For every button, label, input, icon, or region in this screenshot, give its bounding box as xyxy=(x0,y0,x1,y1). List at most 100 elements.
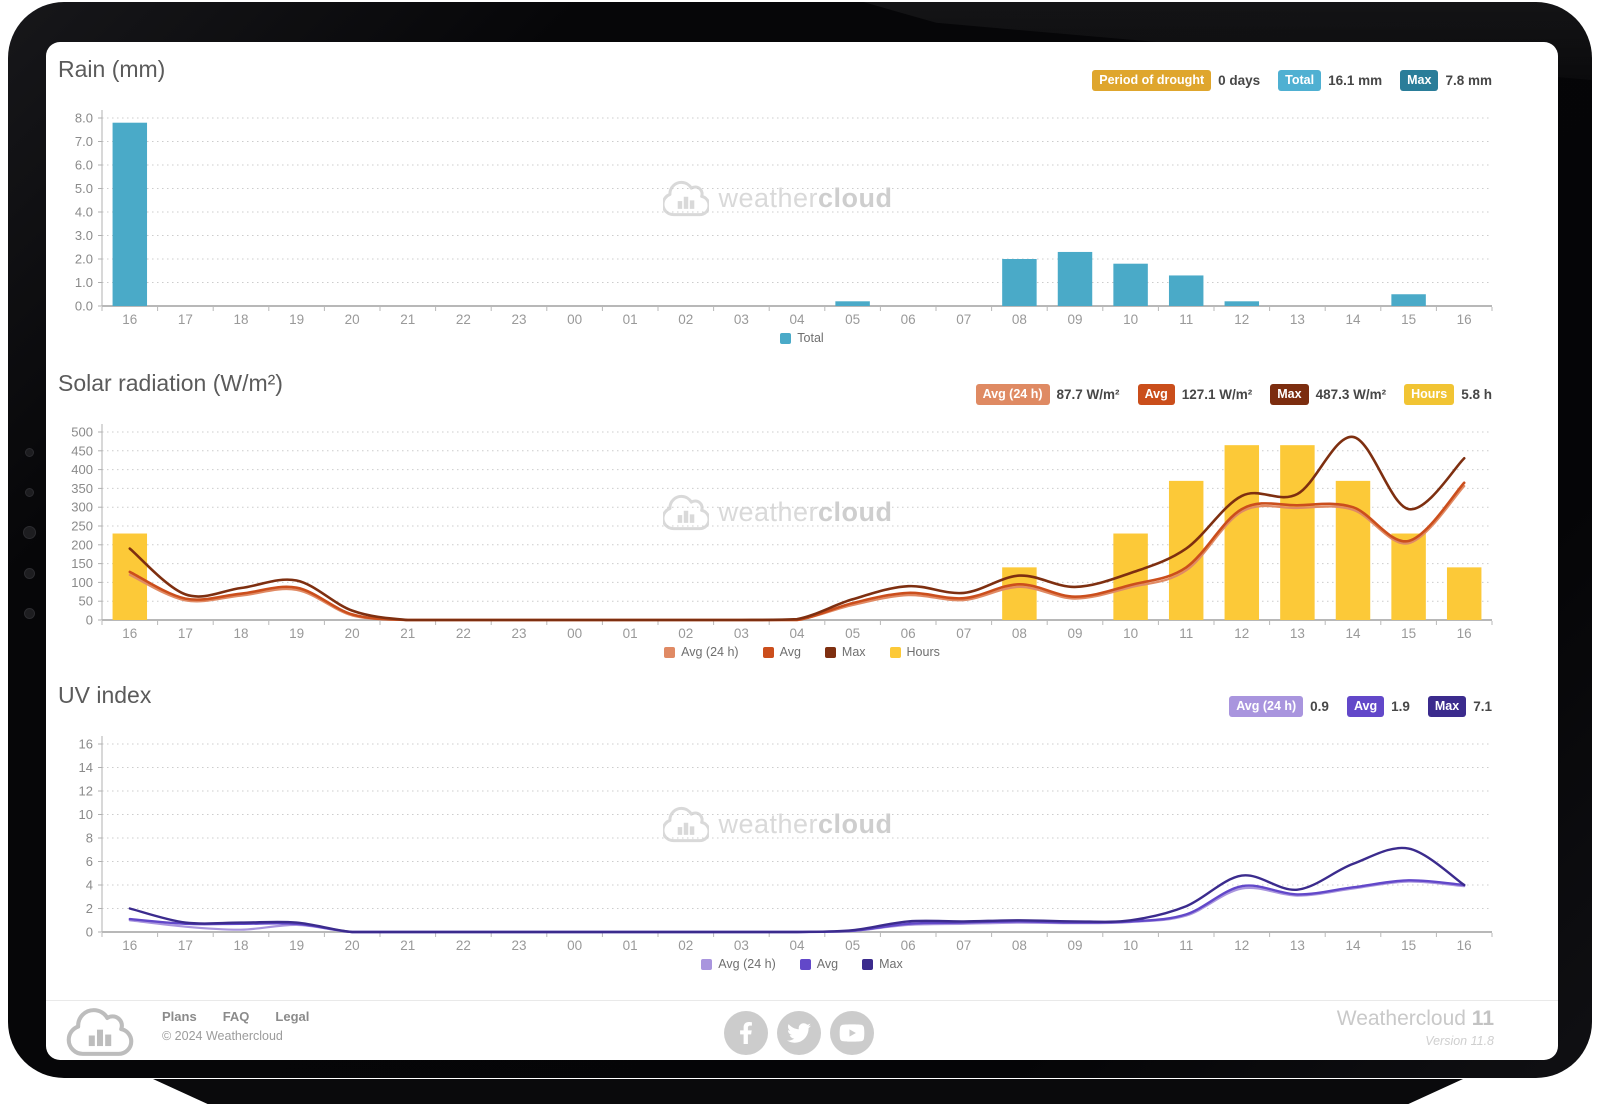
bar-Hours-14[interactable] xyxy=(1335,480,1371,620)
svg-text:16: 16 xyxy=(122,938,137,953)
svg-text:22: 22 xyxy=(456,312,471,327)
footer-link-legal[interactable]: Legal xyxy=(275,1009,310,1024)
svg-text:00: 00 xyxy=(567,938,582,953)
legend-item-hours[interactable]: Hours xyxy=(889,645,940,659)
footer-link-faq[interactable]: FAQ xyxy=(222,1009,250,1024)
rain-chart-canvas[interactable]: 0.0 1.0 2.0 3.0 4.0 5.0 6.0 7.0 8.0 16 17 18 19 20 21 2… xyxy=(50,108,1510,358)
svg-text:05: 05 xyxy=(845,312,860,327)
legend-item-avg[interactable]: Avg xyxy=(799,957,839,971)
svg-text:450: 450 xyxy=(71,443,93,458)
svg-text:4: 4 xyxy=(86,878,93,893)
bar-Total-09[interactable] xyxy=(1057,251,1093,306)
svg-text:10: 10 xyxy=(1123,312,1138,327)
legend-item-avg[interactable]: Avg xyxy=(762,645,801,659)
side-sensor-dot xyxy=(24,568,35,579)
legend-item-avg-24-h-[interactable]: Avg (24 h) xyxy=(701,957,776,971)
rain-stat-0: Period of drought 0 days xyxy=(1092,70,1260,91)
rain-stat-label-0: Period of drought xyxy=(1092,70,1212,91)
svg-text:2: 2 xyxy=(86,901,93,916)
legend-swatch xyxy=(664,646,676,658)
footer: Plans FAQ Legal © 2024 Weathercloud Weathe… xyxy=(46,1000,1558,1060)
weathercloud-logo[interactable] xyxy=(60,1007,140,1057)
svg-text:2.0: 2.0 xyxy=(75,252,93,267)
svg-text:03: 03 xyxy=(734,312,749,327)
uv-stat-label-2: Max xyxy=(1427,696,1467,717)
bar-Total-16[interactable] xyxy=(112,122,148,306)
svg-text:1.0: 1.0 xyxy=(75,275,93,290)
svg-text:06: 06 xyxy=(901,938,916,953)
svg-text:11: 11 xyxy=(1179,312,1193,327)
svg-text:08: 08 xyxy=(1012,626,1027,641)
facebook-icon[interactable] xyxy=(724,1011,768,1055)
line-Avg (24 h)[interactable] xyxy=(128,880,1466,934)
line-Avg[interactable] xyxy=(128,879,1466,934)
bar-Hours-13[interactable] xyxy=(1280,445,1315,620)
bar-Total-12[interactable] xyxy=(1224,301,1260,306)
svg-text:14: 14 xyxy=(1345,312,1361,327)
tablet-stand xyxy=(153,1079,1463,1104)
svg-text:150: 150 xyxy=(71,556,93,571)
legend-label: Total xyxy=(797,331,824,345)
bar-Total-15[interactable] xyxy=(1391,294,1426,306)
footer-copyright: © 2024 Weathercloud xyxy=(162,1029,283,1043)
legend-swatch xyxy=(799,958,811,970)
svg-text:18: 18 xyxy=(233,938,248,953)
svg-text:18: 18 xyxy=(233,312,248,327)
svg-text:0: 0 xyxy=(86,613,93,628)
svg-text:01: 01 xyxy=(623,938,638,953)
footer-link-plans[interactable]: Plans xyxy=(162,1009,197,1024)
svg-text:200: 200 xyxy=(71,537,93,552)
svg-text:23: 23 xyxy=(511,312,526,327)
svg-text:04: 04 xyxy=(789,312,805,327)
svg-text:350: 350 xyxy=(71,481,93,496)
svg-text:100: 100 xyxy=(71,575,93,590)
bar-Total-05[interactable] xyxy=(835,301,870,306)
solar-stat-label-0: Avg (24 h) xyxy=(975,384,1050,405)
uv-stat-value-2: 7.1 xyxy=(1473,699,1492,714)
side-sensor-dot xyxy=(24,608,35,619)
youtube-icon[interactable] xyxy=(830,1011,874,1055)
bar-Total-08[interactable] xyxy=(1002,259,1037,306)
side-sensor-dot xyxy=(25,488,34,497)
legend-label: Avg xyxy=(779,645,801,659)
svg-text:0: 0 xyxy=(86,925,93,940)
bar-Hours-16[interactable] xyxy=(1446,567,1482,620)
bar-Hours-11[interactable] xyxy=(1168,480,1204,620)
legend-item-max[interactable]: Max xyxy=(862,957,903,971)
bar-Total-11[interactable] xyxy=(1168,275,1204,306)
svg-text:02: 02 xyxy=(678,938,693,953)
twitter-icon[interactable] xyxy=(777,1011,821,1055)
bar-Total-10[interactable] xyxy=(1113,263,1148,306)
line-Avg (24 h)[interactable] xyxy=(128,485,1466,622)
legend-item-avg-24-h-[interactable]: Avg (24 h) xyxy=(664,645,739,659)
bar-Hours-16[interactable] xyxy=(112,533,148,620)
legend-label: Avg xyxy=(816,957,839,971)
svg-text:6: 6 xyxy=(86,854,93,869)
rain-stat-label-2: Max xyxy=(1400,70,1439,91)
legend-item-max[interactable]: Max xyxy=(824,645,866,659)
legend-label: Hours xyxy=(906,645,940,659)
svg-text:09: 09 xyxy=(1067,312,1082,327)
line-Max[interactable] xyxy=(128,435,1466,622)
uv-stat-1: Avg 1.9 xyxy=(1346,696,1410,717)
bar-Hours-15[interactable] xyxy=(1391,533,1426,620)
side-camera-dot xyxy=(23,526,36,539)
svg-text:500: 500 xyxy=(71,425,93,440)
bar-Hours-12[interactable] xyxy=(1224,445,1260,620)
line-Max[interactable] xyxy=(128,846,1466,934)
svg-text:07: 07 xyxy=(956,312,971,327)
svg-text:3.0: 3.0 xyxy=(75,228,93,243)
uv-chart-title: UV index xyxy=(58,682,152,708)
svg-text:6.0: 6.0 xyxy=(75,158,93,173)
svg-text:19: 19 xyxy=(289,938,304,953)
svg-text:50: 50 xyxy=(79,594,93,609)
footer-social xyxy=(724,1011,874,1055)
svg-text:13: 13 xyxy=(1290,312,1305,327)
legend-item-total[interactable]: Total xyxy=(780,331,824,345)
svg-text:300: 300 xyxy=(71,500,93,515)
svg-text:14: 14 xyxy=(79,760,93,775)
legend-swatch xyxy=(701,958,713,970)
svg-text:12: 12 xyxy=(1234,312,1249,327)
